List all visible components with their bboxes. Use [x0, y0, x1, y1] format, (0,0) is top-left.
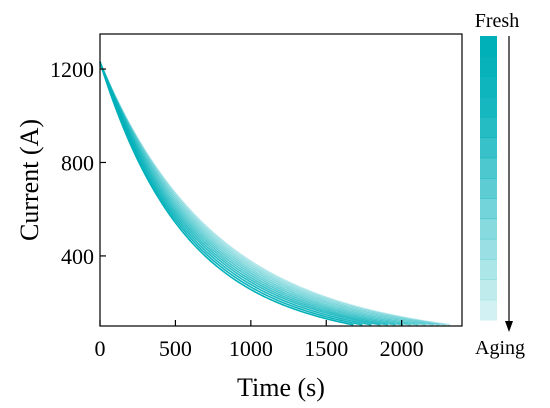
x-axis-ticks: 0 500 1000 1500 2000	[95, 320, 424, 361]
legend-strip-segment	[480, 178, 497, 199]
legend-top-label: Fresh	[475, 10, 519, 32]
series-line-7	[99, 61, 404, 326]
legend-strip-segment	[480, 76, 497, 98]
y-axis-ticks: 400 800 1200	[50, 57, 106, 269]
series-line-11	[99, 61, 434, 326]
legend-strip-segment	[480, 117, 497, 138]
series-line-12	[99, 61, 440, 326]
x-tick-label: 500	[159, 336, 192, 361]
legend-strip-segment	[480, 137, 497, 159]
legend-strip-segment	[480, 279, 497, 301]
x-tick-label: 1000	[229, 336, 273, 361]
series-line-10	[99, 61, 426, 326]
x-tick-label: 2000	[380, 336, 424, 361]
legend-strip-segment	[480, 56, 497, 78]
legend-color-strip	[480, 36, 497, 321]
y-tick-label: 800	[61, 150, 94, 175]
legend-strip-segment	[480, 259, 497, 280]
y-tick-label: 400	[61, 244, 94, 269]
legend-arrow-head	[505, 321, 513, 332]
series-line-8	[99, 61, 411, 326]
plot-area	[99, 61, 451, 326]
series-line-14	[99, 61, 451, 326]
series-line-3	[99, 61, 372, 326]
legend-strip-segment	[480, 238, 497, 260]
x-axis-label: Time (s)	[237, 373, 325, 402]
legend-strip-segment	[480, 157, 497, 179]
legend-strip-segment	[480, 218, 497, 240]
series-line-6	[99, 61, 396, 326]
legend-strip-segment	[480, 96, 497, 118]
series-line-1	[99, 61, 354, 326]
legend-strip-segment	[480, 36, 497, 57]
y-tick-label: 1200	[50, 57, 94, 82]
series-line-4	[99, 61, 381, 326]
plot-frame	[99, 33, 463, 327]
series-line-13	[99, 61, 446, 326]
legend-bottom-label: Aging	[475, 337, 525, 359]
x-tick-label: 1500	[304, 336, 348, 361]
legend-strip-segment	[480, 299, 497, 321]
legend-strip-segment	[480, 198, 497, 220]
series-line-2	[99, 61, 363, 326]
series-line-5	[99, 61, 389, 326]
series-line-9	[99, 61, 419, 326]
legend: Fresh Aging	[475, 10, 525, 359]
x-tick-label: 0	[95, 336, 106, 361]
y-axis-label: Current (A)	[15, 119, 44, 241]
